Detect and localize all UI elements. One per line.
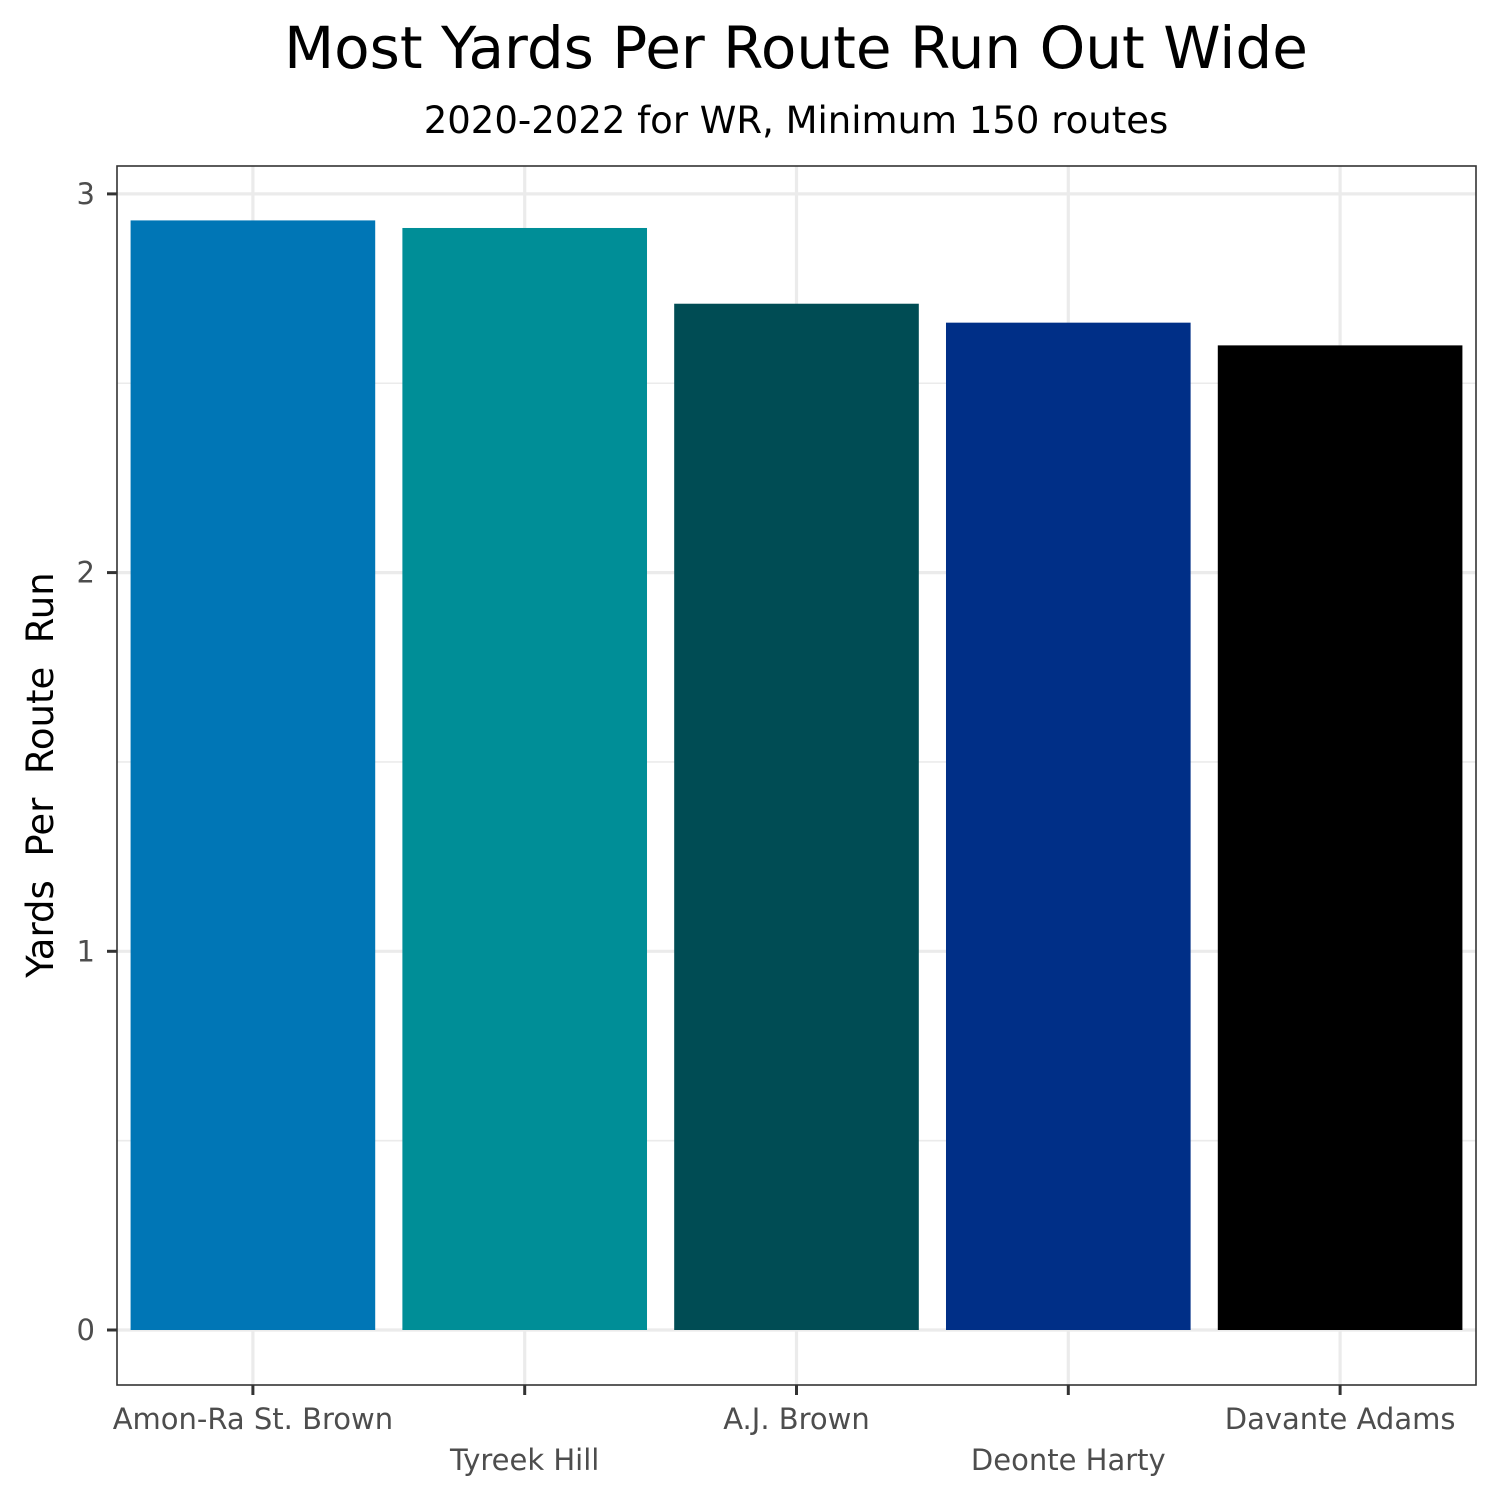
bar	[945, 322, 1191, 1331]
bar	[130, 220, 376, 1331]
x-tick-label: Davante Adams	[1225, 1402, 1456, 1436]
y-tick-label: 3	[77, 177, 95, 211]
y-tick-label: 1	[77, 934, 95, 968]
chart-subtitle: 2020-2022 for WR, Minimum 150 routes	[424, 99, 1169, 142]
y-axis-label: Yards Per Route Run	[19, 572, 62, 978]
x-tick-label: A.J. Brown	[723, 1402, 870, 1436]
bar	[1217, 345, 1463, 1330]
bars	[130, 220, 1463, 1331]
y-tick-label: 0	[77, 1313, 95, 1347]
x-tick-label: Deonte Harty	[971, 1443, 1166, 1477]
y-axis: 0 1 2 3	[77, 177, 117, 1347]
chart-title: Most Yards Per Route Run Out Wide	[284, 14, 1308, 82]
x-axis: Amon-Ra St. Brown Tyreek Hill A.J. Brown De…	[113, 1385, 1456, 1477]
y-tick-label: 2	[77, 556, 95, 590]
bar	[402, 227, 648, 1330]
x-tick-label: Amon-Ra St. Brown	[113, 1402, 393, 1436]
x-tick-label: Tyreek Hill	[449, 1443, 599, 1477]
bar	[674, 303, 919, 1330]
